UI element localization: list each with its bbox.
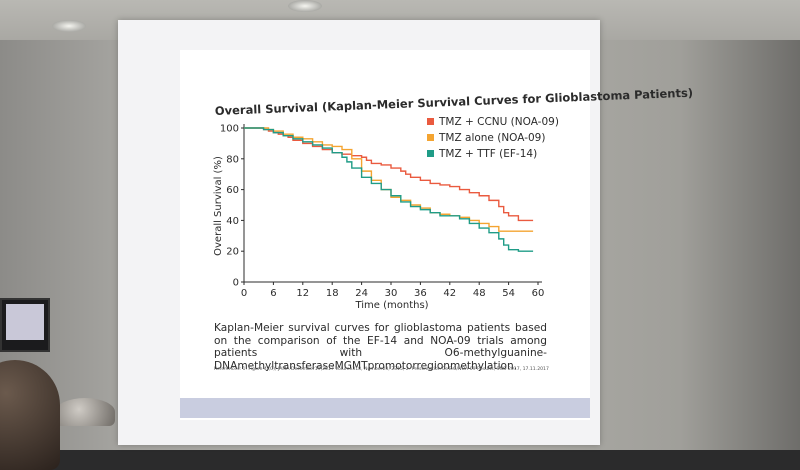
chart-axes xyxy=(243,124,542,283)
y-tick-labels: 0 20 40 60 80 100 xyxy=(220,124,244,289)
legend-label-tmz-ccnu: TMZ + CCNU (NOA-09) xyxy=(438,116,559,128)
legend-label-tmz-alone: TMZ alone (NOA-09) xyxy=(438,132,545,144)
x-tick-label: 48 xyxy=(473,288,486,299)
slide-caption: Kaplan-Meier survival curves for gliobla… xyxy=(214,322,547,372)
y-tick-label: 100 xyxy=(220,124,239,135)
x-tick-labels: 0 6 12 18 24 30 36 42 48 54 60 xyxy=(241,282,545,299)
y-tick-label: 0 xyxy=(233,278,239,289)
x-tick-label: 54 xyxy=(502,288,515,299)
y-tick-label: 40 xyxy=(226,216,239,227)
x-tick-label: 42 xyxy=(443,288,456,299)
slide-footer-band xyxy=(180,398,590,418)
x-tick-label: 24 xyxy=(355,288,368,299)
y-tick-label: 80 xyxy=(226,154,239,165)
legend-swatch-tmz-ttf xyxy=(427,150,434,157)
chart-legend: TMZ + CCNU (NOA-09) TMZ alone (NOA-09) T… xyxy=(427,116,559,160)
x-tick-label: 12 xyxy=(296,288,309,299)
desk-object xyxy=(55,398,115,426)
x-tick-label: 0 xyxy=(241,288,247,299)
legend-swatch-tmz-ccnu xyxy=(427,118,434,125)
survival-chart: Overall Survival (Kaplan-Meier Survival … xyxy=(213,86,694,311)
chart-title: Overall Survival (Kaplan-Meier Survival … xyxy=(215,86,694,118)
monitor-icon xyxy=(0,298,50,352)
x-axis-label: Time (months) xyxy=(354,300,428,311)
y-tick-label: 20 xyxy=(226,247,239,258)
legend-swatch-tmz-alone xyxy=(427,134,434,141)
y-axis-label: Overall Survival (%) xyxy=(213,156,224,256)
x-tick-label: 36 xyxy=(414,288,427,299)
y-tick-label: 60 xyxy=(226,185,239,196)
slide-references: References: 1. Figure 4 (C), JAMA Decemb… xyxy=(214,367,549,372)
legend-label-tmz-ttf: TMZ + TTF (EF-14) xyxy=(438,148,537,160)
x-tick-label: 18 xyxy=(326,288,339,299)
ceiling-light-icon xyxy=(288,0,322,12)
slide xyxy=(180,50,590,420)
series-lines xyxy=(244,127,534,252)
x-tick-label: 6 xyxy=(270,288,276,299)
ceiling-light-icon xyxy=(52,20,86,32)
series-line-tmz-ttf xyxy=(244,127,534,252)
x-tick-label: 30 xyxy=(385,288,398,299)
x-tick-label: 60 xyxy=(532,288,545,299)
